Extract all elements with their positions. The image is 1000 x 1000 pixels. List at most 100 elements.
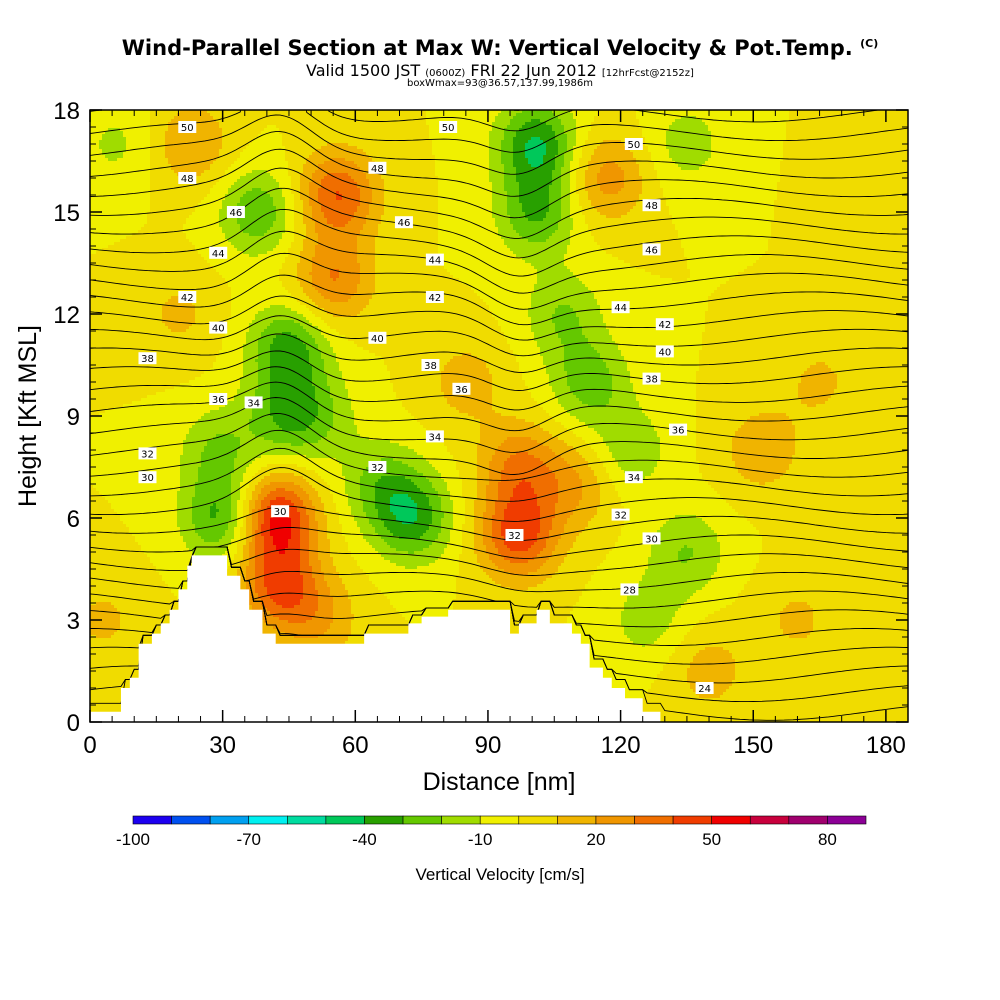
field-cell <box>192 257 195 260</box>
field-cell <box>153 275 156 278</box>
field-cell <box>126 317 129 320</box>
field-cell <box>120 575 123 578</box>
field-cell <box>120 668 123 671</box>
field-cell <box>105 596 108 599</box>
field-cell <box>171 149 174 152</box>
field-cell <box>195 359 198 362</box>
field-cell <box>186 326 189 329</box>
field-cell <box>159 260 162 263</box>
field-cell <box>111 269 114 272</box>
field-cell <box>111 368 114 371</box>
field-cell <box>123 536 126 539</box>
field-cell <box>156 203 159 206</box>
field-cell <box>171 245 174 248</box>
field-cell <box>111 326 114 329</box>
field-cell <box>162 125 165 128</box>
field-cell <box>114 290 117 293</box>
field-cell <box>180 227 183 230</box>
field-cell <box>96 374 99 377</box>
field-cell <box>126 638 129 641</box>
field-cell <box>93 407 96 410</box>
field-cell <box>177 233 180 236</box>
field-cell <box>186 359 189 362</box>
field-cell <box>123 587 126 590</box>
field-cell <box>162 590 165 593</box>
field-cell <box>171 263 174 266</box>
field-cell <box>162 341 165 344</box>
field-cell <box>183 323 186 326</box>
field-cell <box>144 278 147 281</box>
field-cell <box>156 221 159 224</box>
field-cell <box>93 659 96 662</box>
field-cell <box>198 278 201 281</box>
field-cell <box>105 560 108 563</box>
field-cell <box>189 191 192 194</box>
field-cell <box>156 215 159 218</box>
field-cell <box>174 161 177 164</box>
field-cell <box>93 506 96 509</box>
field-cell <box>153 605 156 608</box>
field-cell <box>150 254 153 257</box>
field-cell <box>189 155 192 158</box>
field-cell <box>141 227 144 230</box>
field-cell <box>183 245 186 248</box>
field-cell <box>105 539 108 542</box>
field-cell <box>99 677 102 680</box>
field-cell <box>126 623 129 626</box>
field-cell <box>156 266 159 269</box>
field-cell <box>147 323 150 326</box>
field-cell <box>117 551 120 554</box>
field-cell <box>171 266 174 269</box>
field-cell <box>111 707 114 710</box>
field-cell <box>174 140 177 143</box>
field-cell <box>150 242 153 245</box>
field-cell <box>126 557 129 560</box>
field-cell <box>120 341 123 344</box>
field-cell <box>177 140 180 143</box>
field-cell <box>99 614 102 617</box>
field-cell <box>183 161 186 164</box>
field-cell <box>168 191 171 194</box>
field-cell <box>162 191 165 194</box>
field-cell <box>99 674 102 677</box>
field-cell <box>165 200 168 203</box>
field-cell <box>120 305 123 308</box>
field-cell <box>126 560 129 563</box>
field-cell <box>150 374 153 377</box>
field-cell <box>144 617 147 620</box>
field-cell <box>144 242 147 245</box>
field-cell <box>171 179 174 182</box>
field-cell <box>105 521 108 524</box>
field-cell <box>183 236 186 239</box>
field-cell <box>153 575 156 578</box>
field-cell <box>141 236 144 239</box>
field-cell <box>177 332 180 335</box>
field-cell <box>117 146 120 149</box>
field-cell <box>111 659 114 662</box>
field-cell <box>102 698 105 701</box>
field-cell <box>180 461 183 464</box>
field-cell <box>171 215 174 218</box>
field-cell <box>189 482 192 485</box>
field-cell <box>138 263 141 266</box>
field-cell <box>108 620 111 623</box>
field-cell <box>102 332 105 335</box>
field-cell <box>123 320 126 323</box>
field-cell <box>135 317 138 320</box>
field-cell <box>186 194 189 197</box>
field-cell <box>144 257 147 260</box>
field-cell <box>198 146 201 149</box>
field-cell <box>165 599 168 602</box>
field-cell <box>129 242 132 245</box>
field-cell <box>183 137 186 140</box>
field-cell <box>174 152 177 155</box>
field-cell <box>96 377 99 380</box>
field-cell <box>159 368 162 371</box>
field-cell <box>111 134 114 137</box>
field-cell <box>123 251 126 254</box>
field-cell <box>135 380 138 383</box>
field-cell <box>102 410 105 413</box>
field-cell <box>123 323 126 326</box>
field-cell <box>150 311 153 314</box>
field-cell <box>99 362 102 365</box>
